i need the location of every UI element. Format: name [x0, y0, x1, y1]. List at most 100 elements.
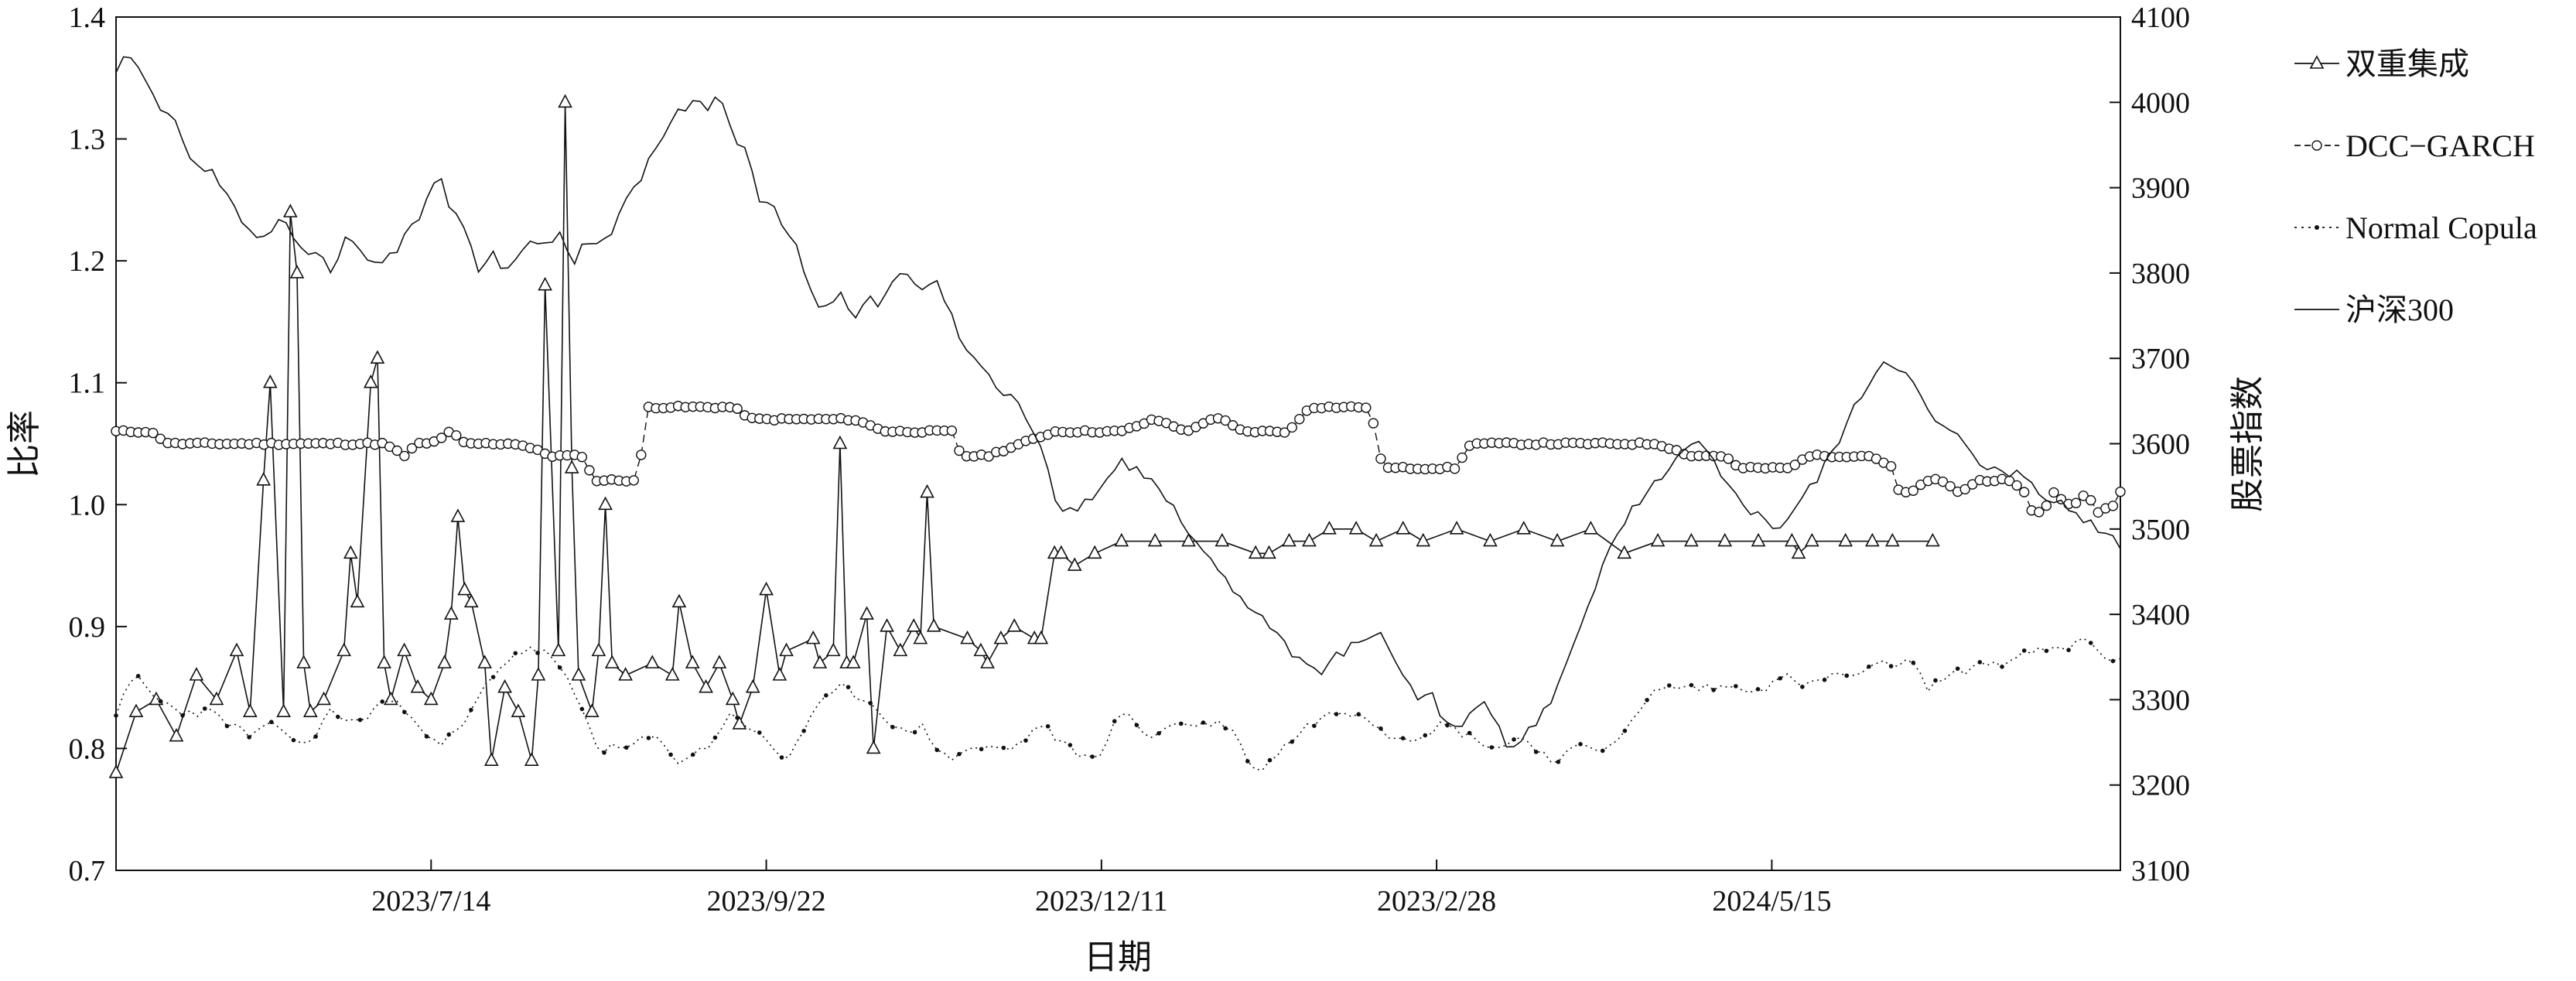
data-point	[618, 667, 633, 681]
data-point	[920, 484, 934, 498]
y-axis-left: 0.7 0.8 0.9 1.0 1.1 1.2 1.3 1.4	[69, 2, 127, 887]
y-axis-right: 3100 3200 3300 3400 3500 3600 3700 3800 3900 4000…	[2110, 2, 2190, 887]
data-point	[1959, 484, 1970, 495]
data-point	[1800, 685, 1805, 689]
data-point	[437, 655, 452, 668]
data-point	[1888, 664, 1894, 668]
y2-tick-label: 4100	[2131, 2, 2190, 34]
data-point	[1396, 521, 1411, 535]
y2-tick-label: 3900	[2131, 173, 2190, 205]
legend-item: DCC−GARCH	[2294, 128, 2535, 163]
data-point	[825, 642, 841, 657]
data-point	[538, 276, 552, 291]
data-point	[209, 691, 224, 706]
data-point	[383, 691, 398, 706]
data-point	[1245, 759, 1250, 764]
data-point	[2044, 648, 2049, 654]
data-point	[1379, 726, 1383, 731]
data-point	[302, 703, 318, 717]
y-tick-label: 1.3	[69, 124, 106, 156]
data-point	[1033, 630, 1049, 644]
x-axis: 2023/7/14 2023/9/22 2023/12/11 2023/2/28 202…	[371, 860, 1831, 918]
data-point	[128, 703, 144, 717]
data-point	[868, 701, 873, 706]
x-tick-label: 2023/9/22	[706, 885, 825, 918]
data-point	[1220, 415, 1231, 426]
legend-label: 双重集成	[2345, 46, 2469, 81]
data-point	[926, 618, 941, 632]
data-point	[557, 665, 562, 670]
data-point	[513, 651, 518, 656]
data-point	[1867, 664, 1871, 669]
data-point	[531, 667, 546, 681]
data-point	[1838, 532, 1853, 547]
y2-axis-title: 股票指数	[2229, 376, 2267, 512]
data-point	[1279, 427, 1290, 438]
data-point	[135, 674, 141, 678]
data-point	[732, 716, 747, 730]
data-point	[1937, 476, 1949, 487]
data-point	[343, 545, 358, 559]
data-point	[108, 764, 124, 778]
legend-label: DCC−GARCH	[2345, 128, 2535, 163]
y2-tick-label: 3200	[2131, 770, 2190, 802]
data-point	[732, 403, 743, 414]
data-point	[2107, 501, 2119, 511]
data-point	[268, 720, 274, 725]
data-point	[1178, 721, 1184, 726]
data-point	[2048, 487, 2059, 498]
data-point	[890, 724, 895, 730]
data-point	[1054, 545, 1069, 559]
data-point	[1302, 532, 1317, 547]
data-point	[1925, 532, 1940, 547]
data-point	[1134, 723, 1139, 727]
data-point	[2041, 500, 2052, 511]
data-point	[224, 723, 230, 729]
data-point	[289, 265, 305, 279]
data-point	[1282, 532, 1297, 547]
data-point	[1666, 683, 1672, 688]
data-point	[832, 435, 848, 449]
data-point	[584, 465, 595, 476]
data-point	[511, 703, 526, 717]
data-point	[846, 685, 851, 689]
data-point	[934, 747, 940, 753]
data-point	[668, 752, 673, 757]
data-point	[350, 593, 365, 608]
data-point	[579, 706, 585, 712]
y-tick-label: 1.0	[69, 489, 106, 521]
y-axis-title: 比率	[5, 410, 43, 478]
data-point	[1467, 730, 1472, 736]
data-point	[276, 703, 291, 717]
x-axis-title: 日期	[1084, 938, 1152, 976]
data-point	[1791, 545, 1806, 559]
data-point	[1977, 660, 1983, 665]
data-point	[1622, 728, 1628, 733]
data-point	[957, 751, 962, 757]
data-point	[1147, 532, 1163, 547]
data-point	[357, 717, 363, 723]
data-point	[880, 618, 894, 632]
data-point	[699, 678, 713, 693]
data-point	[1445, 723, 1450, 728]
data-point	[1885, 532, 1900, 547]
data-point	[262, 374, 278, 388]
y-tick-label: 0.7	[69, 855, 106, 887]
data-point	[866, 740, 881, 754]
data-point	[1785, 532, 1799, 547]
data-point	[1248, 545, 1263, 559]
data-point	[1684, 532, 1699, 547]
legend-item: 沪深300	[2294, 292, 2454, 327]
legend-label: Normal Copula	[2345, 210, 2537, 245]
data-point	[469, 707, 473, 713]
data-point	[1911, 660, 1916, 665]
data-point	[646, 736, 651, 740]
y-tick-label: 1.4	[69, 2, 106, 34]
data-point	[535, 651, 540, 655]
y2-tick-label: 3800	[2131, 258, 2190, 290]
data-point	[1322, 521, 1337, 535]
data-point	[1201, 720, 1206, 725]
data-point	[423, 691, 439, 706]
data-point	[2021, 648, 2027, 653]
data-point	[801, 728, 806, 733]
